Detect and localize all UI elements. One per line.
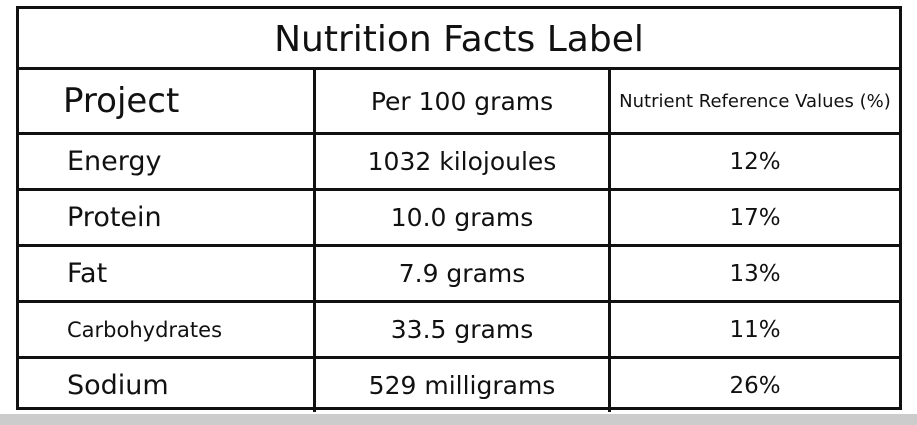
header-cell: Per 100 grams bbox=[313, 70, 610, 134]
table-row: Energy 1032 kilojoules 12% bbox=[19, 132, 899, 190]
table-cell: 1032 kilojoules bbox=[313, 132, 610, 190]
header-row: Project Per 100 grams Nutrient Reference V… bbox=[19, 70, 899, 134]
nutrition-table: Nutrition Facts Label Project Per 100 gra… bbox=[16, 6, 902, 412]
table-cell: 13% bbox=[608, 244, 899, 302]
table-cell: Carbohydrates bbox=[19, 300, 315, 358]
table-row: Carbohydrates 33.5 grams 11% bbox=[19, 300, 899, 358]
table-row: Protein 10.0 grams 17% bbox=[19, 188, 899, 246]
table-cell: 529 milligrams bbox=[313, 356, 610, 412]
table-cell: 11% bbox=[608, 300, 899, 358]
table-cell: 33.5 grams bbox=[313, 300, 610, 358]
table-cell: 26% bbox=[608, 356, 899, 412]
bottom-bar bbox=[0, 414, 917, 425]
table-row: Sodium 529 milligrams 26% bbox=[19, 356, 899, 412]
header-cell: Project bbox=[63, 81, 180, 121]
table-cell: Protein bbox=[19, 188, 315, 246]
table-title: Nutrition Facts Label bbox=[19, 9, 899, 70]
header-cell: Nutrient Reference Values (%) bbox=[608, 70, 899, 134]
table-row: Fat 7.9 grams 13% bbox=[19, 244, 899, 302]
table: Project Per 100 grams Nutrient Reference V… bbox=[19, 70, 899, 412]
table-cell: Energy bbox=[19, 132, 315, 190]
table-cell: Fat bbox=[19, 244, 315, 302]
table-cell: 17% bbox=[608, 188, 899, 246]
table-cell: 7.9 grams bbox=[313, 244, 610, 302]
table-cell: 12% bbox=[608, 132, 899, 190]
table-cell: Sodium bbox=[19, 356, 315, 412]
table-cell: 10.0 grams bbox=[313, 188, 610, 246]
